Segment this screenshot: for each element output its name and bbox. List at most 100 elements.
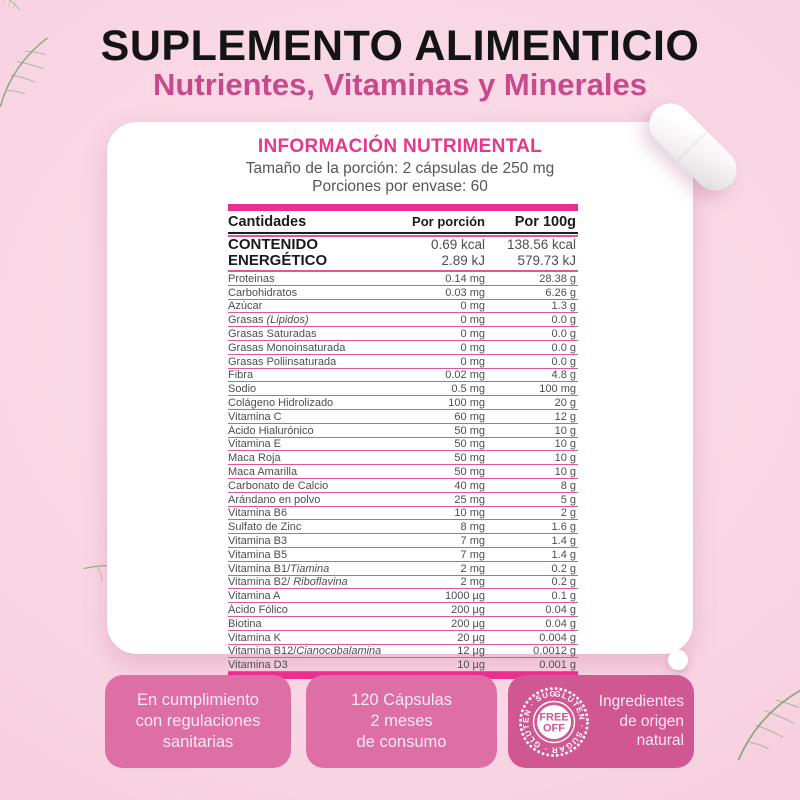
nutrient-per-100g: 0.2 g (551, 562, 576, 575)
nutrient-per-serving: 0.14 mg (445, 272, 485, 285)
nutrition-panel-title: INFORMACIÓN NUTRIMENTAL (257, 136, 543, 157)
energy-row: CONTENIDO ENERGÉTICO 0.69 kcal 2.89 kJ 1… (228, 235, 578, 272)
nutrient-name: Vitamina C (228, 410, 282, 423)
compliance-badge-text: En cumplimiento con regulaciones sanitar… (136, 690, 261, 753)
table-row: Carbonato de Calcio 40 mg 8 g (228, 479, 578, 493)
stamp-off-text: OFF (543, 722, 565, 734)
nutrient-per-100g: 1.3 g (551, 300, 576, 313)
table-row: Vitamina B12/Cianocobalamina 12 µg 0.001… (228, 645, 578, 659)
nutrient-name: Vitamina B2/ Riboflavina (228, 576, 348, 589)
nutrient-per-100g: 0.0 g (551, 314, 576, 327)
nutrient-per-100g: 10 g (554, 438, 576, 451)
nutrient-name: Grasas Monoinsaturada (228, 341, 346, 354)
table-row: Proteinas 0.14 mg 28.38 g (228, 272, 578, 286)
table-row: Ácido Fólico 200 µg 0.04 g (228, 603, 578, 617)
nutrient-name: Vitamina B5 (228, 548, 288, 561)
table-row: Grasas (Lipidos) 0 mg 0.0 g (228, 313, 578, 328)
nutrient-name: Vitamina B3 (228, 534, 288, 547)
nutrient-per-100g: 1.6 g (551, 521, 576, 534)
nutrient-per-serving: 0.5 mg (451, 383, 485, 396)
table-row: Colágeno Hidrolizado 100 mg 20 g (228, 396, 578, 410)
nutrient-per-serving: 50 mg (454, 452, 485, 465)
nutrient-name: Vitamina E (228, 438, 281, 451)
nutrient-per-serving: 100 mg (448, 396, 485, 409)
nutrient-per-serving: 40 mg (454, 479, 485, 492)
nutrient-per-serving: 200 µg (451, 617, 485, 630)
compliance-line2: con regulaciones (135, 711, 261, 730)
natural-line1: Ingredientes (598, 692, 684, 710)
column-header-cantidades: Cantidades (228, 213, 307, 230)
table-row: Azúcar 0 mg 1.3 g (228, 300, 578, 314)
table-row: Arándano en polvo 25 mg 5 g (228, 493, 578, 507)
small-capsule-dot (668, 650, 688, 670)
table-row: Maca Roja 50 mg 10 g (228, 451, 578, 466)
table-row: Vitamina K 20 µg 0.004 g (228, 631, 578, 645)
nutrient-per-serving: 2 mg (460, 562, 485, 575)
nutrient-per-serving: 10 µg (457, 659, 485, 672)
table-row: Ácido Hialurónico 50 mg 10 g (228, 424, 578, 438)
compliance-line3: sanitarias (162, 733, 234, 752)
nutrient-per-serving: 200 µg (451, 603, 485, 616)
nutrient-per-100g: 0.0 g (551, 341, 576, 354)
nutrient-per-serving: 8 mg (460, 521, 485, 534)
energy-per-serving: 0.69 kcal 2.89 kJ (385, 237, 485, 269)
free-off-stamp-icon: GLUTEN · SUGAR · GLUTEN · SUGAR · GLUTEN… (518, 686, 589, 757)
nutrient-per-100g: 10 g (554, 465, 576, 478)
nutrient-name: Maca Amarilla (228, 465, 298, 478)
column-header-por-porcion: Por porción (412, 214, 485, 229)
capsules-line1: 120 Cápsulas (351, 690, 452, 709)
table-row: Vitamina D3 10 µg 0.001 g (228, 658, 578, 673)
nutrition-card: INFORMACIÓN NUTRIMENTAL Tamaño de la por… (107, 122, 693, 680)
nutrient-per-serving: 0 mg (460, 327, 485, 340)
nutrient-per-100g: 0.0 g (551, 327, 576, 340)
nutrient-per-100g: 0.001 g (539, 659, 576, 672)
table-header: Cantidades Por porción Por 100g (228, 211, 578, 237)
nutrient-per-100g: 0.2 g (551, 576, 576, 589)
nutrient-name: Ácido Hialurónico (228, 424, 314, 437)
energy-label-line1: CONTENIDO (228, 235, 318, 253)
nutrient-name: Grasas Poliinsaturada (228, 355, 337, 368)
nutrient-per-serving: 2 mg (460, 576, 485, 589)
leaf-icon (0, 0, 25, 17)
nutrient-name: Colágeno Hidrolizado (228, 396, 334, 409)
table-row: Maca Amarilla 50 mg 10 g (228, 465, 578, 479)
nutrient-name: Vitamina B12/Cianocobalamina (228, 645, 382, 658)
column-header-por-100g: Por 100g (514, 213, 576, 230)
nutrient-per-serving: 25 mg (454, 493, 485, 506)
table-rows: Proteinas 0.14 mg 28.38 g Carbohidratos … (228, 272, 578, 673)
natural-badge-text: Ingredientes de origen natural (594, 692, 684, 751)
energy-kcal-100g: 138.56 kcal (506, 237, 576, 253)
capsule-count-badge: 120 Cápsulas 2 meses de consumo (306, 675, 497, 768)
nutrient-per-100g: 2 g (560, 507, 576, 520)
nutrient-per-serving: 50 mg (454, 424, 485, 437)
nutrient-name: Ácido Fólico (228, 603, 288, 616)
nutrient-name: Vitamina K (228, 631, 281, 644)
table-row: Vitamina E 50 mg 10 g (228, 438, 578, 452)
table-row: Vitamina B3 7 mg 1.4 g (228, 534, 578, 548)
nutrient-name: Proteinas (228, 272, 275, 285)
nutrient-per-serving: 0 mg (460, 300, 485, 313)
nutrient-per-100g: 0.1 g (551, 590, 576, 603)
nutrient-per-serving: 0 mg (460, 314, 485, 327)
table-row: Vitamina A 1000 µg 0.1 g (228, 589, 578, 604)
nutrient-name: Carbohidratos (228, 286, 298, 299)
nutrient-per-serving: 10 mg (454, 507, 485, 520)
nutrient-per-100g: 10 g (554, 424, 576, 437)
nutrient-per-100g: 0.04 g (545, 617, 576, 630)
nutrient-name: Fibra (228, 369, 254, 382)
nutrient-per-serving: 50 mg (454, 438, 485, 451)
capsule-count-badge-text: 120 Cápsulas 2 meses de consumo (351, 690, 452, 753)
nutrient-name: Vitamina A (228, 590, 281, 603)
nutrient-name: Vitamina D3 (228, 659, 288, 672)
nutrient-per-100g: 28.38 g (539, 272, 576, 285)
nutrient-per-100g: 100 mg (539, 383, 576, 396)
nutrient-name: Arándano en polvo (228, 493, 321, 506)
nutrient-name: Grasas Saturadas (228, 327, 317, 340)
table-row: Vitamina B1/Tiamina 2 mg 0.2 g (228, 562, 578, 576)
nutrient-per-100g: 0.0012 g (533, 645, 576, 658)
nutrient-per-serving: 50 mg (454, 465, 485, 478)
nutrient-name: Grasas (Lipidos) (228, 314, 309, 327)
energy-kcal-serving: 0.69 kcal (430, 237, 485, 253)
compliance-badge: En cumplimiento con regulaciones sanitar… (105, 675, 291, 768)
